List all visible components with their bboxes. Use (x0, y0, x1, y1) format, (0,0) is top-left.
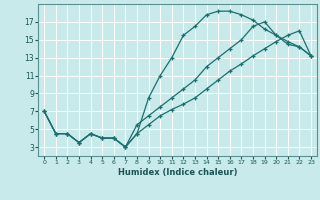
X-axis label: Humidex (Indice chaleur): Humidex (Indice chaleur) (118, 168, 237, 177)
